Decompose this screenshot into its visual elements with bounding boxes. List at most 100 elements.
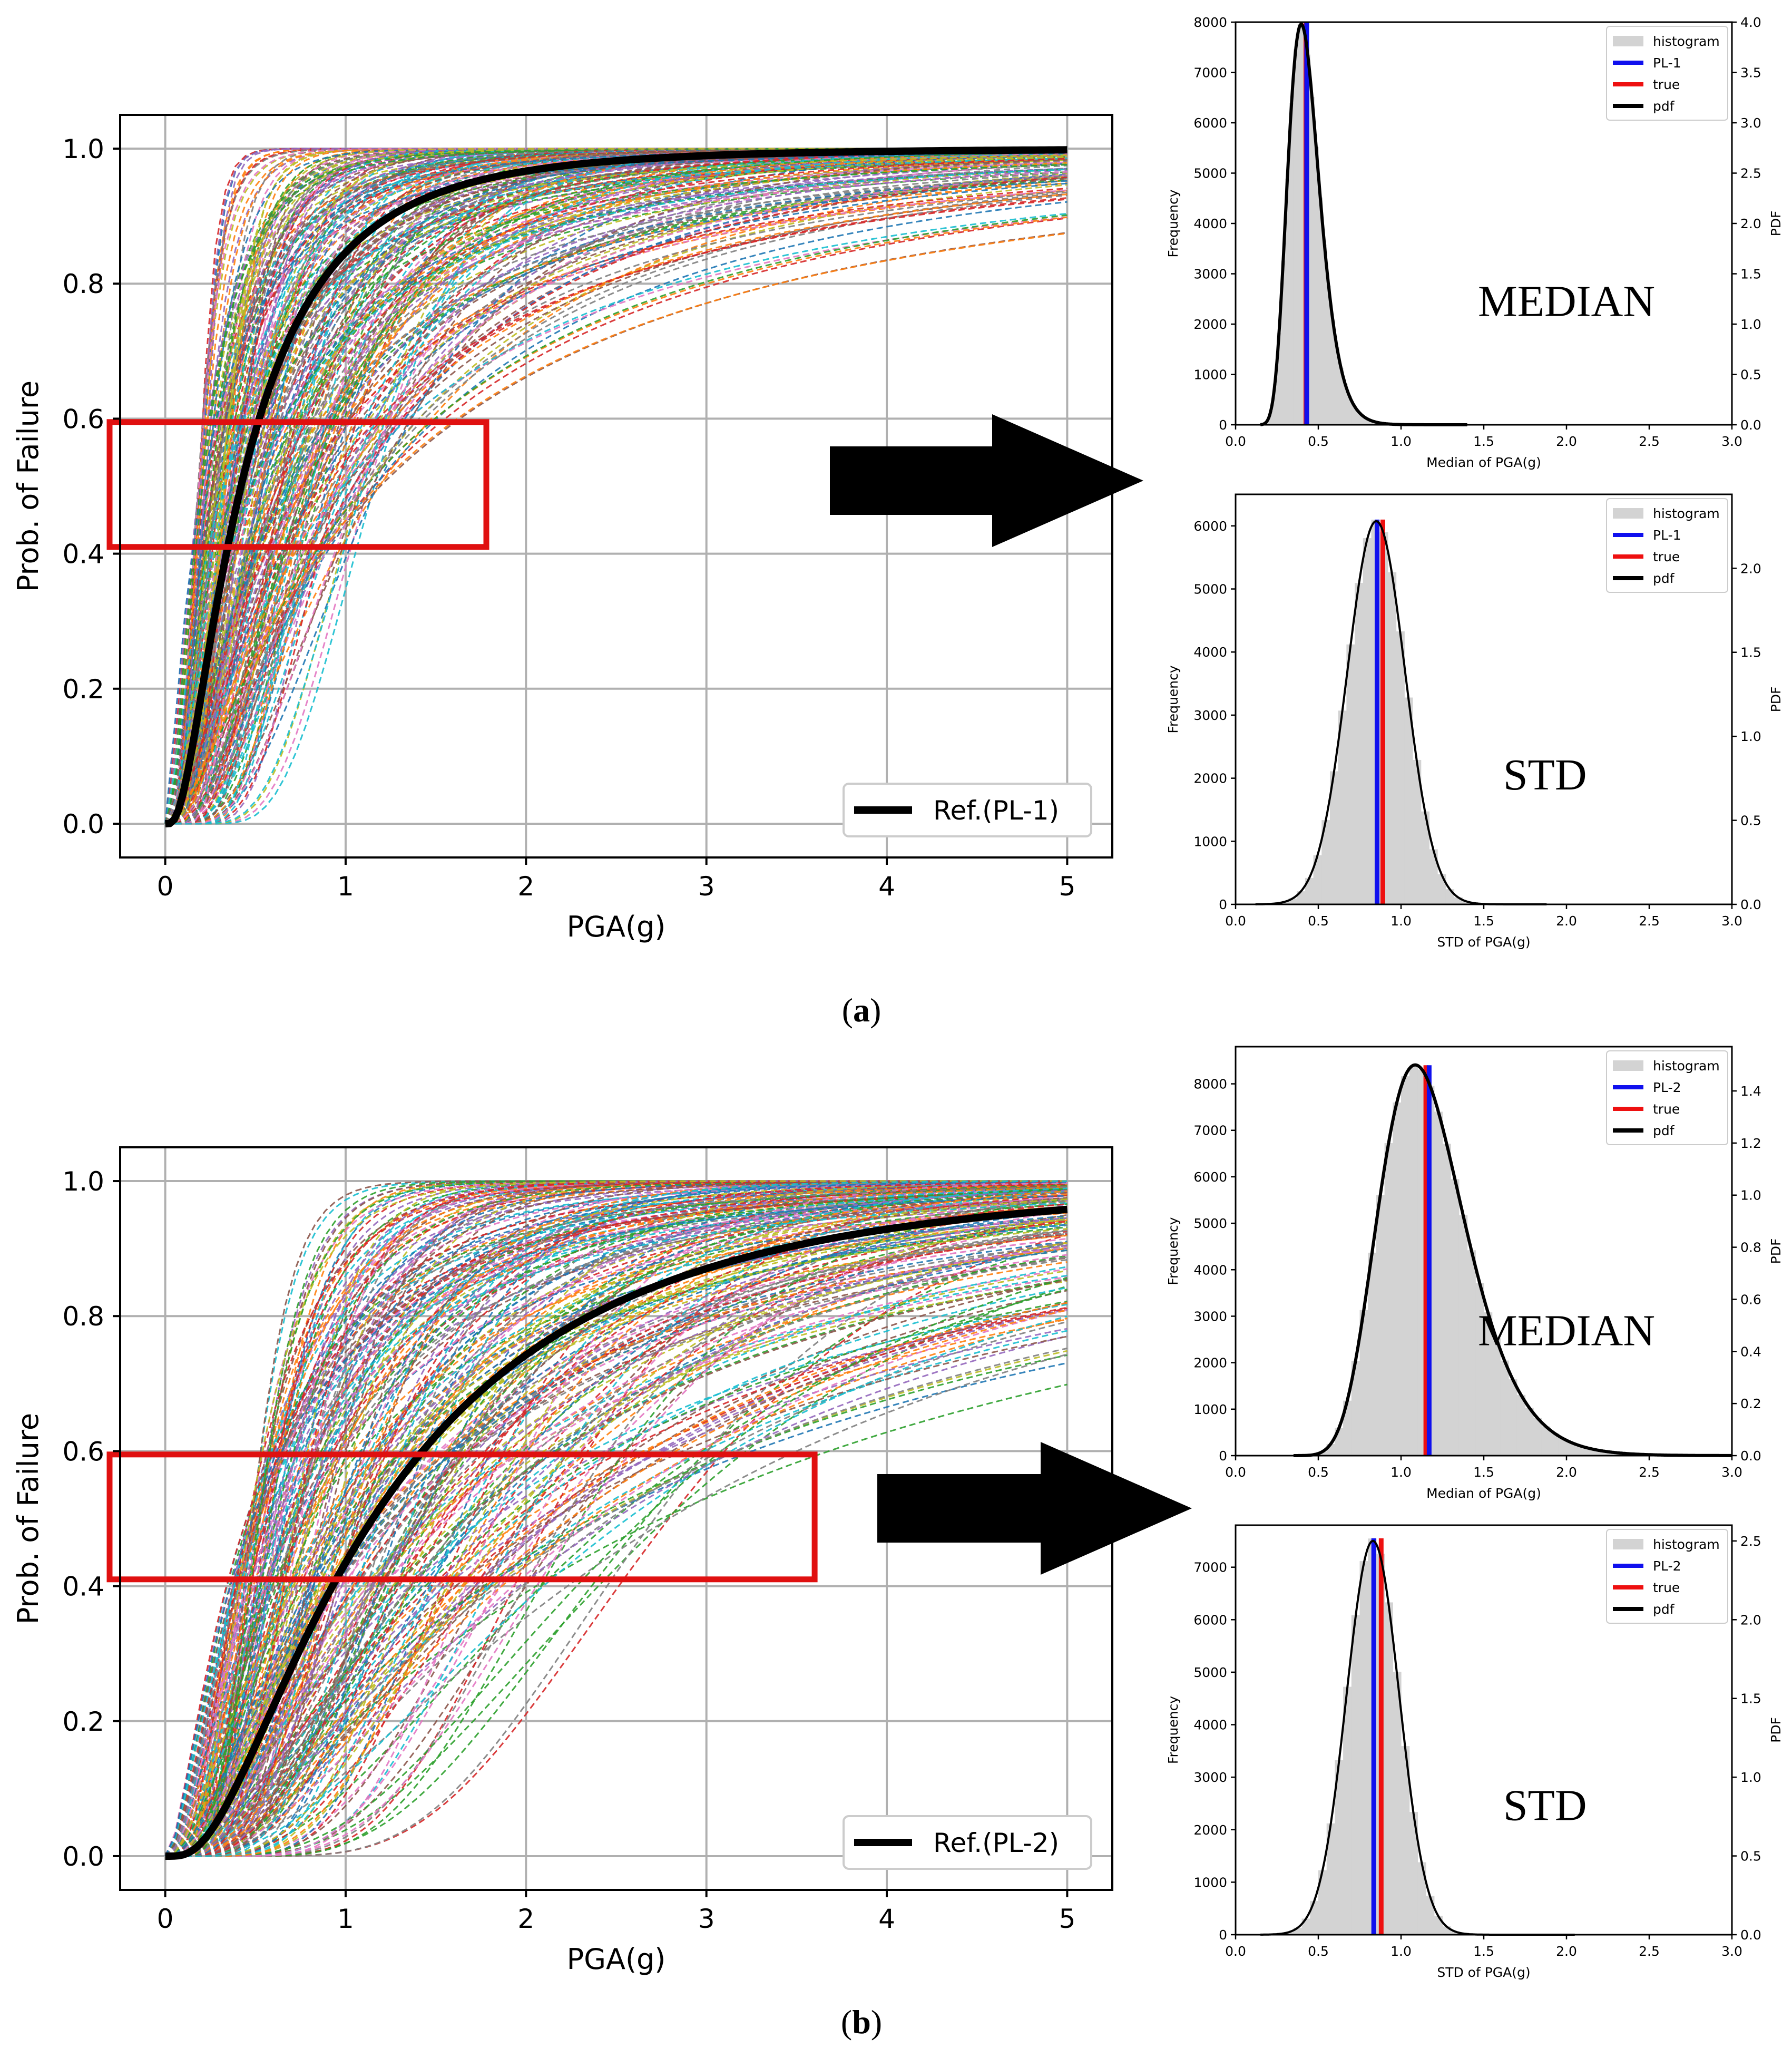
caption-b: (b) [840,2003,883,2041]
histogram-bar [1558,1438,1567,1456]
x-tick-label: 3 [698,1904,715,1934]
ensemble-curve [164,164,1068,824]
y-axis-label: Frequency [1166,1217,1181,1285]
y2-tick-label: 0.2 [1740,1396,1761,1411]
histogram-bar [1417,1862,1426,1935]
histogram-bar [1326,1823,1335,1935]
histogram-bar [1412,759,1422,904]
histogram-bar [1285,178,1290,425]
y-tick-label: 2000 [1193,771,1227,786]
ensemble-curve [165,1330,1068,1857]
fragility-pl2: 0 1 2 3 4 5 0.0 0.2 0.4 0.6 0.8 1.0 PGA(g) Prob. of F… [12,1146,1113,1976]
ensemble-curve [165,1328,1068,1857]
histogram-bar [1458,1215,1468,1456]
y2-tick-label: 4.0 [1740,15,1761,30]
ensemble-curve [164,171,1068,824]
histogram-bar [1314,147,1319,425]
y-tick-label: 0.4 [62,1572,104,1602]
highlight-box [106,419,489,550]
ensemble-curve [165,1242,1068,1857]
y-tick-label: 0.6 [62,1436,104,1467]
histogram-bar [1359,1561,1368,1935]
ensemble-curve [165,1180,1068,1857]
x-axis-label: STD of PGA(g) [1437,934,1530,950]
histogram-bar [1289,103,1294,425]
y-tick-label: 0.4 [62,539,104,570]
histogram-bar [1343,1400,1352,1456]
histogram-bar [1384,1143,1393,1456]
ensemble-curve [165,1180,1068,1857]
ensemble-curve [165,1230,1068,1857]
ensemble-curve [165,162,1068,825]
legend-box [1606,1529,1728,1624]
x-tick-label: 2.5 [1639,1465,1660,1480]
histogram-bar [1351,404,1356,425]
panel-label: MEDIAN [1478,277,1655,326]
ensemble-curve [165,1318,1068,1857]
histogram-bar [1401,1076,1410,1456]
ensemble-curve [165,1279,1068,1857]
ensemble-curve [165,1233,1068,1857]
histogram-bar [1268,411,1274,425]
histogram-bar [1492,1338,1501,1456]
histogram-bar [1509,1379,1517,1456]
histogram-bar [1368,420,1373,425]
ensemble-curve [165,1307,1068,1857]
x-tick-label: 0.0 [1225,1465,1246,1480]
legend-label: PL-2 [1653,1558,1681,1574]
ensemble-curve [164,161,1068,824]
x-tick-label: 2.0 [1556,913,1577,929]
y-tick-label: 0 [1219,1448,1227,1464]
y2-tick-label: 0.0 [1740,417,1761,433]
ensemble-curve [165,172,1068,825]
y2-tick-label: 2.0 [1740,1612,1761,1627]
ensemble-curve [164,152,1068,824]
ensemble-curve [165,148,1068,825]
ensemble-curve [165,1180,1068,1857]
y-tick-label: 3000 [1193,1309,1227,1324]
ensemble-curve [165,1192,1068,1857]
histogram-bar [1384,1602,1393,1935]
ensemble-curve [164,148,1068,825]
x-tick-label: 0 [157,1904,174,1934]
ensemble-curve [165,1247,1068,1857]
histogram-bar [1426,1896,1435,1935]
legend-label: PL-1 [1653,55,1681,71]
ensemble-curve [165,1229,1068,1857]
y-tick-label: 4000 [1193,645,1227,660]
arrow-a [830,414,1143,547]
panel-label: STD [1503,1781,1587,1830]
y-tick-label: 8000 [1193,1077,1227,1092]
histogram-bars [1310,1065,1691,1456]
histogram-bar [1467,1250,1476,1456]
histogram-bar [1484,1312,1493,1456]
y-tick-label: 4000 [1193,216,1227,231]
y2-tick-label: 1.4 [1740,1084,1761,1099]
x-tick-label: 2.0 [1556,434,1577,449]
ensemble-curve [164,1202,1068,1857]
y-tick-label: 6000 [1193,1612,1227,1627]
y-tick-label: 4000 [1193,1262,1227,1277]
y-axis-label: Prob. of Failure [12,381,45,592]
x-tick-label: 0.5 [1308,913,1329,929]
x-tick-label: 1.5 [1473,1944,1494,1959]
hist-median-pl1: 0.0 0.5 1.0 1.5 2.0 2.5 3.0 0 1000 2000 3000 4000 50… [1166,15,1784,470]
x-tick-label: 1 [337,1904,354,1934]
legend-swatch-histogram [1613,1539,1643,1549]
ensemble-curve [165,1347,1068,1857]
x-axis-label: Median of PGA(g) [1426,455,1541,470]
histogram-bar [1525,1408,1534,1456]
ensemble-curve [165,174,1068,825]
ensemble-curve [165,1199,1068,1857]
ensemble-curve [165,1335,1068,1857]
ensemble-curve [165,1241,1068,1857]
ensemble-curve [165,148,1068,825]
ensemble-curve [165,1187,1068,1857]
histogram-bar [1281,260,1286,425]
legend-label: PL-2 [1653,1080,1681,1095]
ensemble-curve [165,1180,1068,1857]
histogram-bar [1329,771,1339,904]
legend-label: true [1653,1580,1680,1595]
histogram-bar [1364,418,1368,425]
ensemble-curve [165,1261,1068,1857]
